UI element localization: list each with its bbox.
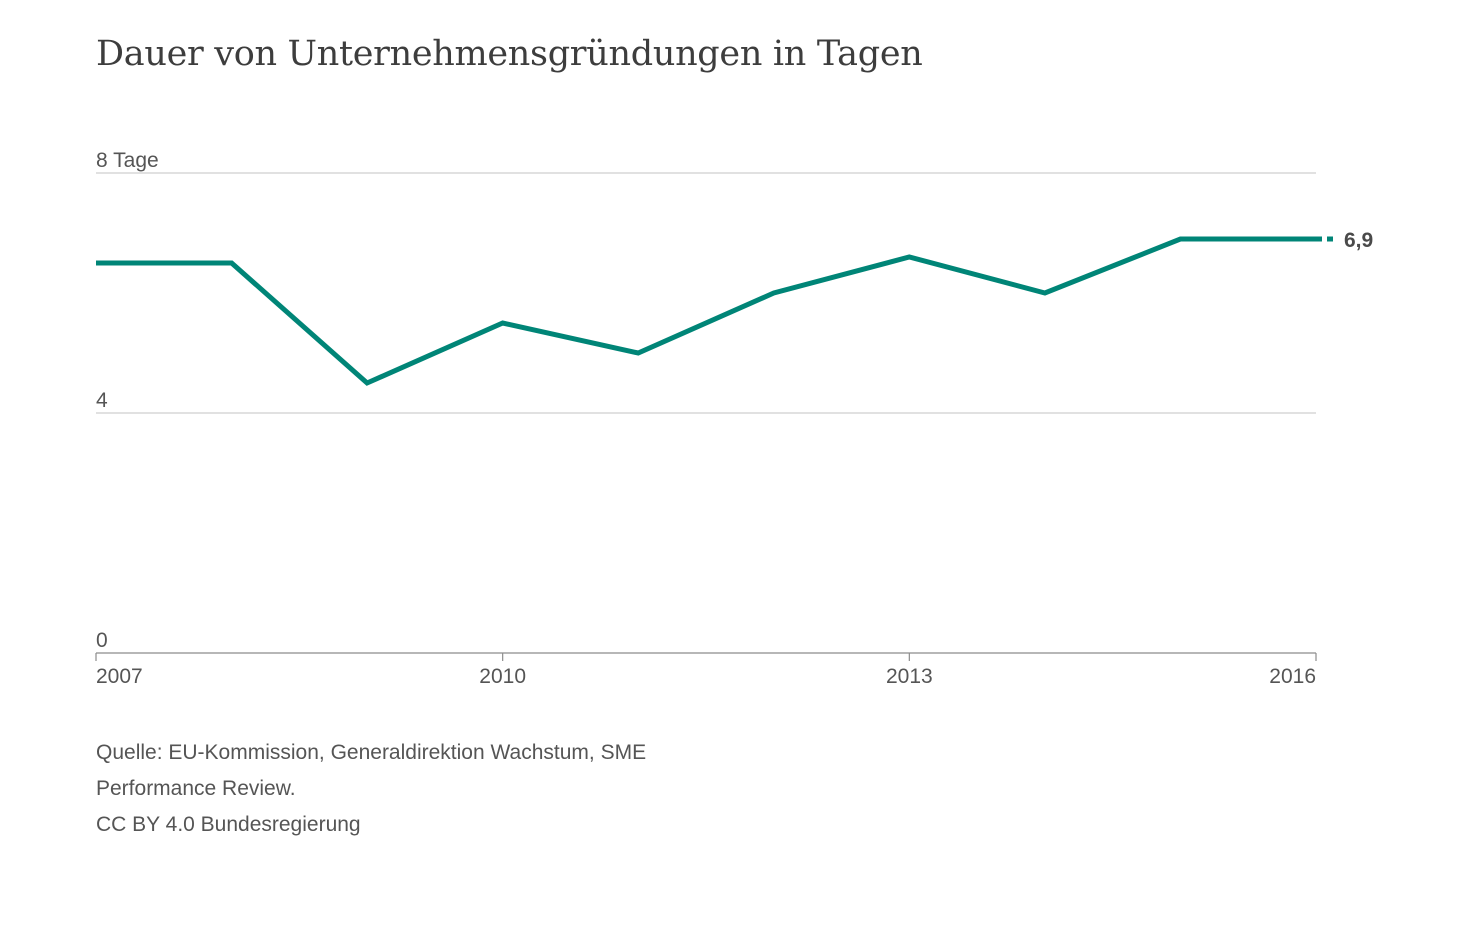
source-note: Quelle: EU-Kommission, Generaldirektion … bbox=[96, 735, 646, 843]
source-line-2: Performance Review. bbox=[96, 777, 296, 800]
y-tick-label-0: 0 bbox=[96, 629, 108, 652]
x-tick-label-1: 2010 bbox=[479, 665, 526, 688]
x-tick-label-3: 2016 bbox=[1269, 665, 1316, 688]
y-tick-label-2: 8 Tage bbox=[96, 149, 159, 172]
series-line bbox=[96, 236, 1316, 386]
end-value-label: 6,9 bbox=[1344, 229, 1373, 252]
source-line-1: Quelle: EU-Kommission, Generaldirektion … bbox=[96, 741, 647, 764]
y-tick-label-1: 4 bbox=[96, 389, 108, 412]
x-tick-label-2: 2013 bbox=[886, 665, 933, 688]
source-line-3: CC BY 4.0 Bundesregierung bbox=[96, 813, 361, 836]
chart-title: Dauer von Unternehmensgründungen in Tage… bbox=[96, 34, 923, 74]
x-tick-label-0: 2007 bbox=[96, 665, 143, 688]
